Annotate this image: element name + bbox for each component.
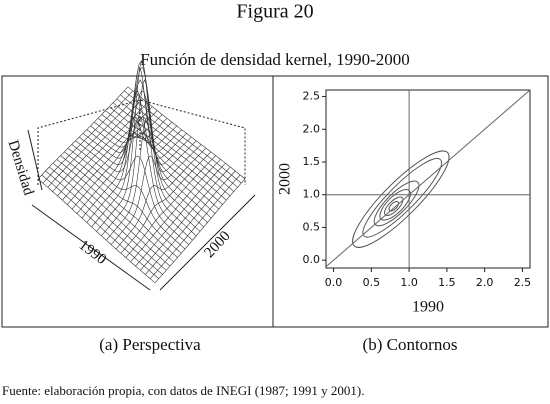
x-tick-label: 2.0 — [476, 276, 494, 289]
y-tick-label: 2.0 — [303, 122, 321, 135]
y-tick-label: 0.5 — [303, 220, 321, 233]
y-tick-label: 1.0 — [303, 188, 321, 201]
surface-mesh — [75, 116, 193, 241]
surface-mesh — [101, 79, 192, 236]
contour — [352, 150, 450, 248]
surface-mesh — [37, 86, 129, 180]
surface-mesh — [67, 147, 186, 250]
surface-mesh — [120, 151, 212, 254]
box-edge — [37, 99, 246, 185]
source-note: Fuente: elaboración propia, con datos de… — [2, 383, 364, 398]
x-label: 1990 — [412, 299, 444, 316]
surface-mesh — [60, 155, 178, 258]
surface-mesh — [82, 60, 201, 232]
surface-mesh — [52, 162, 171, 267]
surface-mesh — [105, 110, 223, 205]
surface-mesh — [57, 102, 148, 197]
surface-mesh — [116, 98, 234, 192]
surface-mesh — [79, 79, 197, 237]
surface-mesh — [41, 174, 159, 279]
contour — [362, 157, 443, 238]
x-tick-label: 1.5 — [438, 276, 456, 289]
surface-mesh — [125, 155, 217, 258]
figure-title: Figura 20 — [236, 1, 313, 23]
surface-panel: Densidad 1990 2000 — [5, 60, 256, 291]
axis-arrow — [159, 194, 256, 291]
y-tick-label: 0.0 — [303, 253, 321, 266]
y-label: 2000 — [202, 228, 234, 261]
surface-mesh — [112, 102, 231, 197]
caption: (b) Contornos — [363, 335, 458, 354]
contour — [373, 180, 420, 227]
contours — [352, 150, 450, 248]
y-tick-label: 1.5 — [303, 155, 321, 168]
contour — [388, 200, 400, 212]
surface-mesh — [94, 116, 212, 219]
surface-mesh — [97, 118, 216, 214]
subtitle: Función de densidad kernel, 1990-2000 — [140, 50, 410, 69]
surface-mesh — [71, 144, 189, 245]
x-tick-label: 2.5 — [514, 276, 532, 289]
surface-mesh — [90, 90, 208, 223]
axis-arrow — [31, 204, 151, 291]
axis-line — [27, 129, 43, 191]
surface-mesh — [37, 178, 156, 284]
surface-mesh — [120, 94, 238, 188]
surface-mesh — [64, 151, 182, 254]
x-tick-label: 0.0 — [325, 276, 343, 289]
diagonal — [325, 89, 531, 268]
caption: (a) Perspectiva — [99, 335, 201, 354]
x-tick-label: 0.5 — [363, 276, 381, 289]
plot-frame — [325, 89, 531, 269]
y-tick-label: 2.5 — [303, 90, 321, 103]
surface-mesh — [109, 106, 227, 201]
surface-mesh — [86, 67, 204, 228]
surface-mesh — [127, 86, 246, 180]
surface-mesh — [45, 170, 163, 275]
surface-mesh — [124, 90, 242, 184]
surface-mesh — [101, 114, 220, 210]
y-label: 2000 — [277, 163, 294, 195]
frame — [1, 75, 549, 328]
x-label: 1990 — [76, 237, 110, 268]
x-tick-label: 1.0 — [400, 276, 418, 289]
surface-mesh — [56, 159, 174, 263]
surface-mesh — [49, 166, 167, 271]
